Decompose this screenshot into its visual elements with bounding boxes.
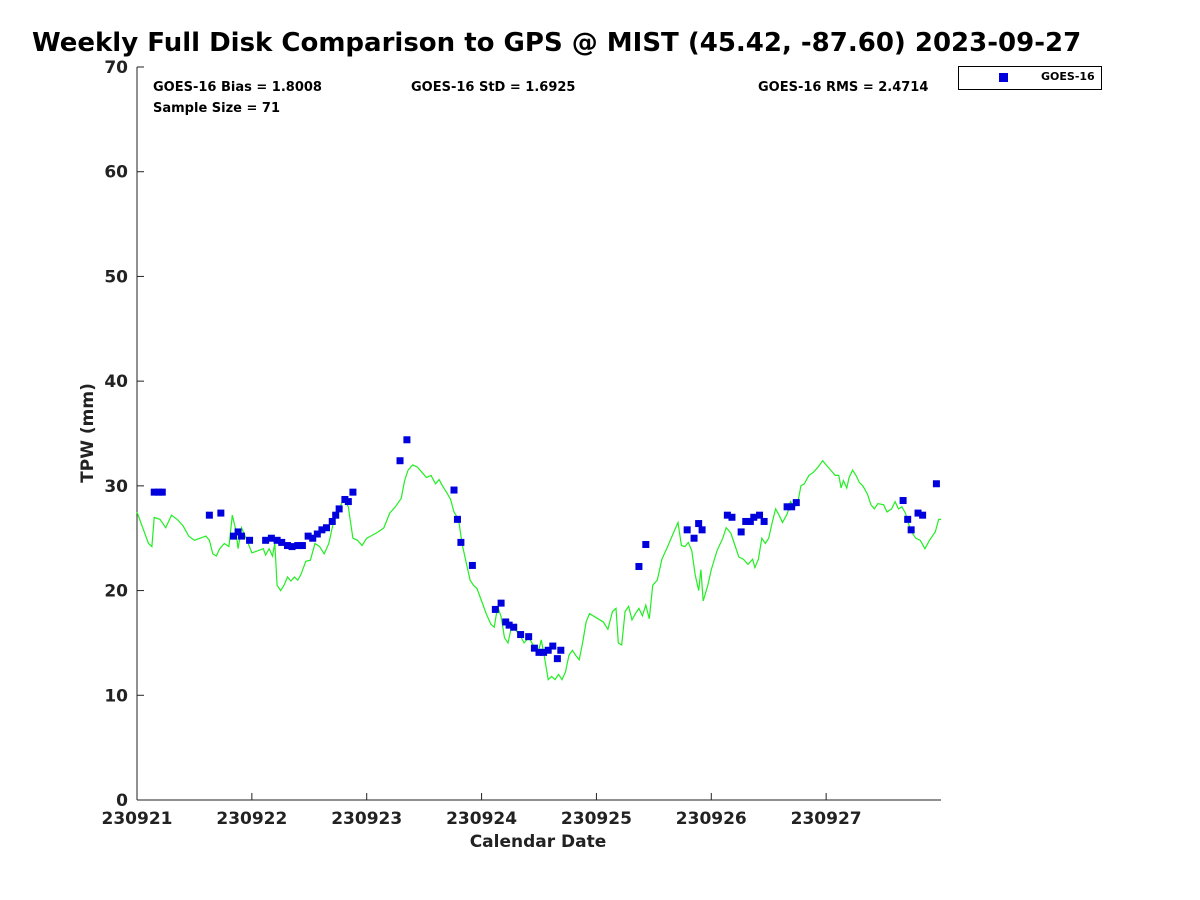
goes16-point: [695, 520, 703, 528]
goes16-point: [278, 538, 286, 546]
goes16-point: [283, 542, 291, 550]
y-tick-label: 50: [104, 267, 128, 287]
goes16-point: [294, 542, 302, 550]
goes16-point: [544, 646, 552, 654]
goes16-point: [742, 517, 750, 525]
goes16-point: [332, 511, 340, 519]
goes16-point: [642, 540, 650, 548]
goes16-point: [899, 497, 907, 505]
y-tick-label: 0: [116, 791, 128, 811]
goes16-point: [158, 488, 166, 496]
scatter-series-layer: [150, 436, 940, 663]
goes16-point: [288, 543, 296, 551]
goes16-point: [698, 526, 706, 534]
goes16-point: [932, 480, 940, 488]
goes16-point: [919, 511, 927, 519]
y-axis-label: TPW (mm): [78, 383, 98, 483]
goes16-point: [535, 648, 543, 656]
goes16-point: [298, 542, 306, 550]
y-tick-label: 30: [104, 477, 128, 497]
goes16-point: [557, 646, 565, 654]
goes16-point: [403, 436, 411, 444]
y-tick-label: 40: [104, 372, 128, 392]
goes16-point: [234, 528, 242, 536]
bias-stat: GOES-16 Bias = 1.8008: [153, 80, 322, 95]
goes16-point: [783, 503, 791, 511]
legend-label-goes16: GOES-16: [1041, 70, 1095, 83]
goes16-point: [313, 530, 321, 538]
goes16-point: [760, 517, 768, 525]
x-tick-label: 230922: [216, 809, 287, 829]
goes16-point: [690, 534, 698, 542]
goes16-point: [788, 503, 796, 511]
goes16-point: [238, 532, 246, 540]
x-axis-label: Calendar Date: [470, 832, 607, 852]
std-stat: GOES-16 StD = 1.6925: [411, 80, 576, 95]
goes16-point: [205, 511, 213, 519]
goes16-point: [904, 515, 912, 523]
goes16-point: [309, 534, 317, 542]
goes16-point: [323, 524, 331, 532]
goes16-point: [396, 457, 404, 465]
goes16-point: [549, 642, 557, 650]
goes16-point: [335, 505, 343, 513]
y-tick-label: 70: [104, 58, 128, 78]
goes16-point: [318, 526, 326, 534]
goes16-point: [246, 536, 254, 544]
goes16-point: [750, 513, 758, 521]
axes-layer: 0 10 20 30 40 50 60 70 230921 230922 230923 230924 2…: [102, 58, 941, 829]
goes16-point: [344, 498, 352, 506]
y-tick-label: 20: [104, 582, 128, 602]
gps-tpw-line: [136, 459, 941, 681]
goes16-point: [150, 488, 158, 496]
x-tick-label: 230926: [676, 809, 747, 829]
y-tick-label: 60: [104, 163, 128, 183]
x-tick-label: 230925: [561, 809, 632, 829]
goes16-point: [262, 536, 270, 544]
x-tick-label: 230921: [102, 809, 173, 829]
legend-marker-goes16: [999, 73, 1008, 82]
goes16-point: [453, 515, 461, 523]
goes16-point: [229, 532, 237, 540]
goes16-point: [450, 486, 458, 494]
rms-stat: GOES-16 RMS = 2.4714: [758, 80, 929, 95]
y-tick-label: 10: [104, 686, 128, 706]
goes16-point: [491, 605, 499, 613]
legend: GOES-16: [958, 66, 1102, 90]
goes16-point: [723, 511, 731, 519]
goes16-point: [737, 528, 745, 536]
goes16-point: [728, 513, 736, 521]
x-tick-label: 230927: [791, 809, 862, 829]
sample-size-stat: Sample Size = 71: [153, 101, 281, 116]
goes16-point: [457, 538, 465, 546]
goes16-point: [304, 532, 312, 540]
goes16-point: [907, 526, 915, 534]
goes16-point: [746, 517, 754, 525]
goes16-point: [683, 526, 691, 534]
x-tick-label: 230923: [331, 809, 402, 829]
goes16-point: [505, 621, 513, 629]
goes16-point: [267, 534, 275, 542]
goes16-point: [792, 499, 800, 507]
x-tick-label: 230924: [446, 809, 517, 829]
goes16-point: [328, 517, 336, 525]
goes16-point: [530, 644, 538, 652]
goes16-point: [525, 633, 533, 641]
line-series-layer: [136, 459, 941, 681]
goes16-point: [540, 648, 548, 656]
goes16-point: [510, 623, 518, 631]
goes16-point: [497, 599, 505, 607]
goes16-point: [553, 655, 561, 663]
goes16-point: [635, 562, 643, 570]
goes16-point: [349, 488, 357, 496]
goes16-point: [273, 536, 281, 544]
goes16-point: [468, 561, 476, 569]
goes16-point: [517, 631, 525, 639]
goes16-point: [217, 509, 225, 517]
chart-title: Weekly Full Disk Comparison to GPS @ MIS…: [32, 28, 1082, 58]
goes16-point: [756, 511, 764, 519]
goes16-point: [914, 509, 922, 517]
